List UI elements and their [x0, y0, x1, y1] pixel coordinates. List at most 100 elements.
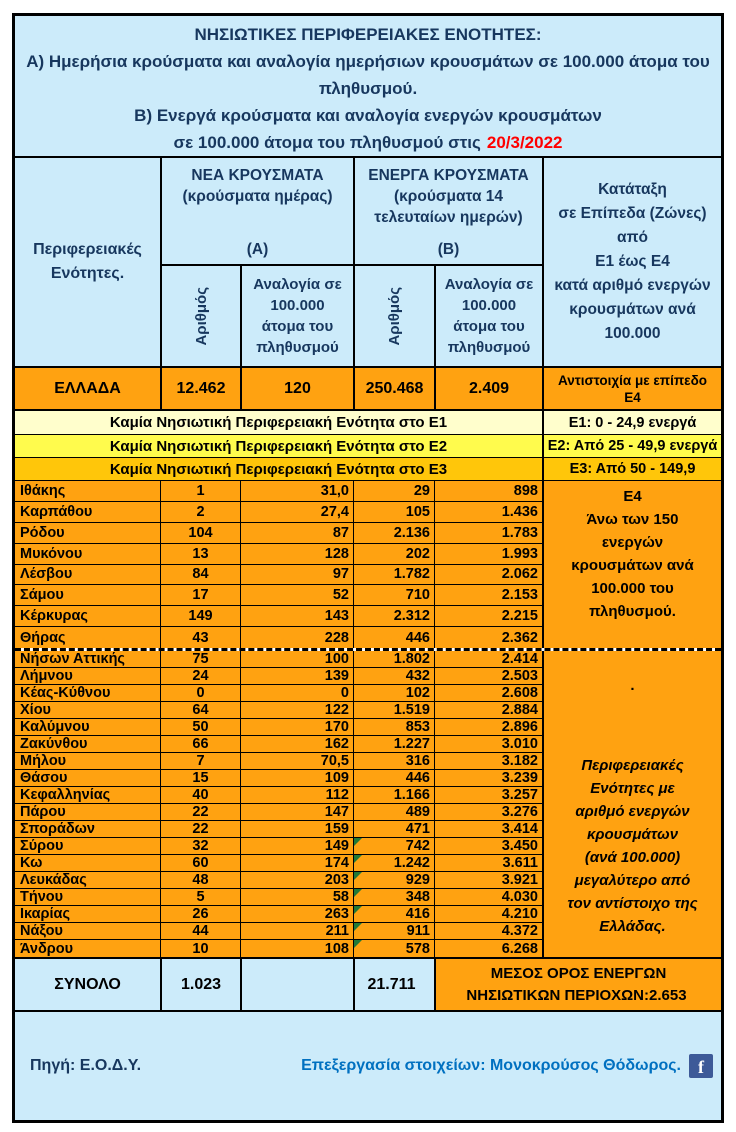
- island-name: Ζακύνθου: [20, 736, 88, 752]
- island-active-ratio: 2.215: [434, 606, 542, 627]
- island-active-count: 2.312: [353, 606, 434, 627]
- active-ratio-header: Αναλογία σε 100.000 άτομα του πληθυσμού: [434, 264, 542, 366]
- island-name: Σύρου: [20, 838, 64, 854]
- island-name: Λήμνου: [20, 668, 73, 684]
- island-row: Μήλου 7 70,5 316 3.182: [15, 753, 542, 770]
- island-new-ratio: 70,5: [240, 753, 353, 769]
- island-active-ratio: 3.611: [434, 855, 542, 871]
- island-name: Καλύμνου: [20, 719, 90, 735]
- island-new-ratio: 122: [240, 702, 353, 718]
- island-active-count: 710: [353, 585, 434, 606]
- island-new-count: 40: [160, 787, 240, 803]
- island-active-count: 1.227: [353, 736, 434, 752]
- island-row: Ιθάκης 1 31,0 29 898: [15, 481, 542, 502]
- island-row: Λέσβου 84 97 1.782 2.062: [15, 564, 542, 586]
- facebook-icon[interactable]: f: [689, 1054, 713, 1078]
- new-count-header: Αριθμός: [160, 264, 240, 366]
- average-label-line2: ΝΗΣΙΩΤΙΚΩΝ ΠΕΡΙΟΧΩΝ: 2.653: [458, 985, 698, 1007]
- island-new-count: 48: [160, 872, 240, 888]
- island-row: Νάξου 44 211 911 4.372: [15, 923, 542, 940]
- island-new-count: 44: [160, 923, 240, 939]
- island-new-ratio: 87: [240, 522, 353, 543]
- new-cases-title: ΝΕΑ ΚΡΟΥΣΜΑΤΑ (κρούσματα ημέρας): [182, 167, 333, 205]
- island-name: Νήσων Αττικής: [20, 651, 125, 667]
- island-row: Ζακύνθου 66 162 1.227 3.010: [15, 736, 542, 753]
- table-frame: ΝΗΣΙΩΤΙΚΕΣ ΠΕΡΙΦΕΡΕΙΑΚΕΣ ΕΝΟΤΗΤΕΣ: Α) Ημ…: [12, 13, 724, 1123]
- island-row: Κέρκυρας 149 143 2.312 2.215: [15, 606, 542, 628]
- island-new-count: 149: [160, 606, 240, 627]
- comment-marker: [354, 906, 362, 914]
- e4-dot: .: [630, 677, 635, 694]
- total-empty-cell: [240, 959, 353, 1010]
- island-name: Λευκάδας: [20, 872, 87, 888]
- island-name: Σάμου: [20, 587, 64, 604]
- island-active-count: 316: [353, 753, 434, 769]
- island-new-count: 7: [160, 753, 240, 769]
- zone-row-e2: Καμία Νησιωτική Περιφερειακή Ενότητα στο…: [15, 434, 721, 457]
- island-new-count: 0: [160, 685, 240, 701]
- island-name: Κω: [20, 855, 43, 871]
- island-active-count: 911: [353, 923, 434, 939]
- island-active-count: 102: [353, 685, 434, 701]
- footer: Πηγή: Ε.Ο.Δ.Υ. Επεξεργασία στοιχείων: Μο…: [15, 1010, 721, 1120]
- comment-marker: [354, 872, 362, 880]
- island-row: Κω 60 174 1.242 3.611: [15, 855, 542, 872]
- island-new-count: 24: [160, 668, 240, 684]
- island-active-ratio: 4.030: [434, 889, 542, 905]
- island-active-ratio: 2.414: [434, 651, 542, 667]
- island-name: Κεφαλληνίας: [20, 787, 111, 803]
- active-cases-tag: (Β): [437, 241, 460, 258]
- comment-marker: [354, 889, 362, 897]
- zone-row-e1: Καμία Νησιωτική Περιφερειακή Ενότητα στο…: [15, 411, 721, 434]
- island-new-ratio: 162: [240, 736, 353, 752]
- island-active-ratio: 2.896: [434, 719, 542, 735]
- island-row: Σάμου 17 52 710 2.153: [15, 585, 542, 607]
- island-name: Ιθάκης: [20, 482, 66, 499]
- island-name: Μήλου: [20, 753, 67, 769]
- island-row: Χίου 64 122 1.519 2.884: [15, 702, 542, 719]
- island-new-count: 43: [160, 627, 240, 648]
- island-new-ratio: 58: [240, 889, 353, 905]
- island-name: Λέσβου: [20, 566, 73, 583]
- total-label: ΣΥΝΟΛΟ: [54, 975, 121, 993]
- zone-e1-label: Ε1: 0 - 24,9 ενεργά: [542, 411, 721, 434]
- island-active-count: 446: [353, 627, 434, 648]
- island-active-count: 1.519: [353, 702, 434, 718]
- island-new-count: 13: [160, 543, 240, 564]
- island-new-ratio: 112: [240, 787, 353, 803]
- new-cases-header: ΝΕΑ ΚΡΟΥΣΜΑΤΑ (κρούσματα ημέρας) (Α): [160, 158, 353, 264]
- island-new-ratio: 31,0: [240, 481, 353, 501]
- new-cases-tag: (Α): [246, 241, 269, 258]
- comment-marker: [354, 923, 362, 931]
- island-active-count: 578: [353, 940, 434, 957]
- new-count-label: Αριθμός: [192, 286, 210, 346]
- island-new-count: 104: [160, 522, 240, 543]
- island-new-ratio: 203: [240, 872, 353, 888]
- island-active-ratio: 3.239: [434, 770, 542, 786]
- island-new-ratio: 108: [240, 940, 353, 957]
- greece-name: ΕΛΛΑΔΑ: [54, 379, 121, 397]
- island-active-ratio: 1.993: [434, 543, 542, 564]
- island-active-count: 446: [353, 770, 434, 786]
- island-active-ratio: 2.608: [434, 685, 542, 701]
- island-active-count: 1.802: [353, 651, 434, 667]
- island-row: Σποράδων 22 159 471 3.414: [15, 821, 542, 838]
- island-active-ratio: 2.362: [434, 627, 542, 648]
- island-row: Λήμνου 24 139 432 2.503: [15, 668, 542, 685]
- island-new-count: 50: [160, 719, 240, 735]
- island-active-count: 489: [353, 804, 434, 820]
- comment-marker: [354, 855, 362, 863]
- column-header-row: Περιφερειακές Ενότητες. ΝΕΑ ΚΡΟΥΣΜΑΤΑ (κ…: [15, 156, 721, 366]
- island-active-ratio: 3.414: [434, 821, 542, 837]
- island-active-count: 742: [353, 838, 434, 854]
- island-active-count: 1.242: [353, 855, 434, 871]
- island-active-ratio: 6.268: [434, 940, 542, 957]
- island-new-count: 60: [160, 855, 240, 871]
- average-label: ΝΗΣΙΩΤΙΚΩΝ ΠΕΡΙΟΧΩΝ:: [466, 986, 650, 1004]
- island-active-ratio: 3.921: [434, 872, 542, 888]
- island-active-count: 929: [353, 872, 434, 888]
- greece-row: ΕΛΛΑΔΑ 12.462 120 250.468 2.409 Αντιστοι…: [15, 366, 721, 409]
- island-row: Νήσων Αττικής 75 100 1.802 2.414: [15, 651, 542, 668]
- island-name: Θάσου: [20, 770, 68, 786]
- island-row: Πάρου 22 147 489 3.276: [15, 804, 542, 821]
